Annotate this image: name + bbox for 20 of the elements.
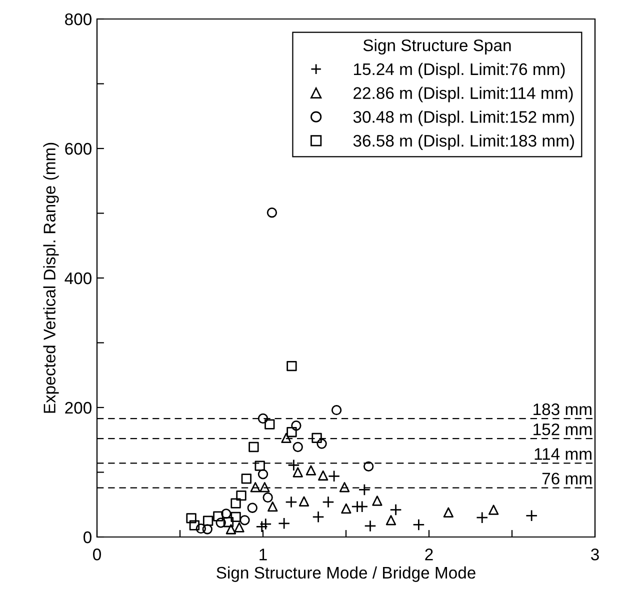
legend-label: 36.58 m (Displ. Limit:183 mm) bbox=[353, 134, 574, 150]
legend-title: Sign Structure Span bbox=[363, 39, 511, 55]
x-axis-title: Sign Structure Mode / Bridge Mode bbox=[216, 566, 476, 582]
legend-label: 22.86 m (Displ. Limit:114 mm) bbox=[354, 86, 573, 102]
x-tick-label: 2 bbox=[425, 548, 433, 560]
y-tick-label: 800 bbox=[65, 13, 92, 26]
x-tick-label: 0 bbox=[93, 548, 101, 560]
ref-line-label: 76 mm bbox=[542, 472, 592, 484]
y-tick-label: 600 bbox=[65, 142, 92, 155]
y-tick-label: 400 bbox=[64, 272, 92, 284]
x-tick-label: 1 bbox=[260, 548, 267, 560]
ref-line-label: 152 mm bbox=[534, 423, 592, 436]
legend-label: 30.48 m (Displ. Limit:152 mm) bbox=[353, 110, 574, 126]
legend-label: 15.24 m (Displ. Limit:76 mm) bbox=[354, 62, 565, 78]
y-tick-label: 200 bbox=[65, 402, 92, 414]
ref-line-label: 183 mm bbox=[534, 403, 592, 416]
y-tick-label: 0 bbox=[84, 531, 92, 544]
y-axis-title: Expected Vertical Displ. Range (mm) bbox=[43, 142, 59, 413]
ref-line-label: 114 mm bbox=[534, 448, 592, 460]
x-tick-label: 3 bbox=[591, 548, 599, 560]
